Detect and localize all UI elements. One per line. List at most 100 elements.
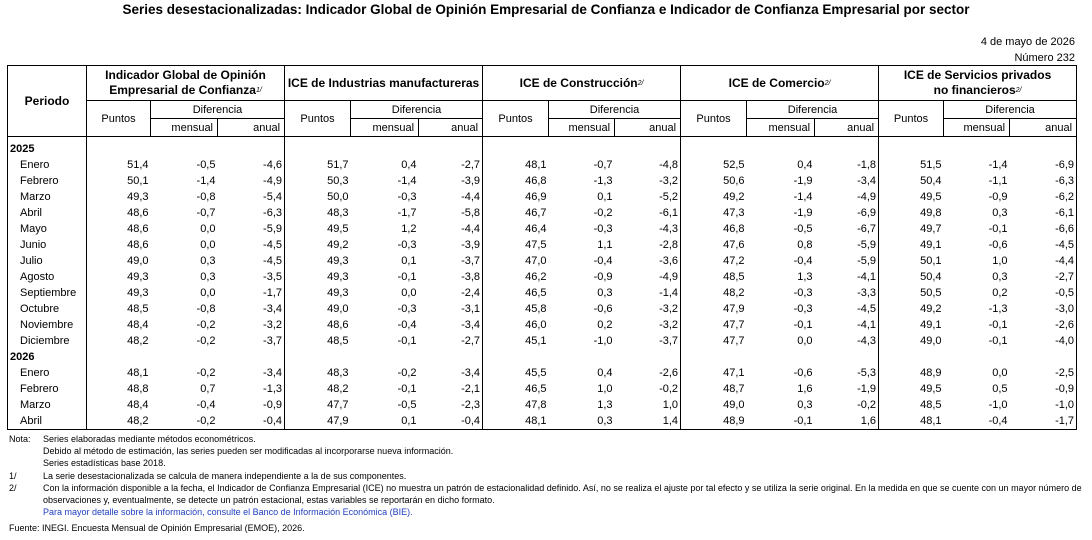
table-cell: -0,7 <box>196 207 216 219</box>
table-cell: 1,3 <box>597 399 613 411</box>
month-label: Diciembre <box>20 335 70 347</box>
table-cell: -0,5 <box>196 159 216 171</box>
footnote: Debido al método de estimación, las seri… <box>9 445 1084 457</box>
table-row: Enero 48,1 -0,2 -3,4 48,3 -0,2 -3,4 45,5 0,4 -2,6… <box>8 365 1077 381</box>
table-cell: -0,6 <box>593 303 613 315</box>
table-cell: 0,3 <box>597 415 613 427</box>
table-cell: 50,4 <box>878 269 944 285</box>
table-cell: -0,5 <box>397 399 417 411</box>
table-cell: -5,9 <box>263 223 283 235</box>
month-label: Mayo <box>20 223 47 235</box>
mensual-header: mensual <box>943 118 1011 137</box>
month-label: Septiembre <box>20 287 77 299</box>
table-cell: -1,0 <box>1055 399 1075 411</box>
table-cell: 0,3 <box>200 271 216 283</box>
mensual-header: mensual <box>350 118 420 137</box>
footnote-text: Debido al método de estimación, las seri… <box>43 446 454 457</box>
month-label: Octubre <box>20 303 60 315</box>
table-row: Enero 51,4 -0,5 -4,6 51,7 0,4 -2,7 48,1 -0,7 -4,8… <box>8 157 1077 173</box>
table-cell: -1,4 <box>397 175 417 187</box>
table-cell: -0,3 <box>793 287 813 299</box>
table-cell: 49,1 <box>878 237 944 253</box>
table-cell: 0,1 <box>401 255 417 267</box>
table-cell: -4,0 <box>1055 335 1075 347</box>
footnote: Nota: Series elaboradas mediante métodos … <box>9 433 1084 445</box>
table-cell: -4,4 <box>1055 255 1075 267</box>
table-cell: -0,1 <box>397 335 417 347</box>
month-label: Agosto <box>20 271 55 283</box>
table-cell: 51,4 <box>86 157 151 173</box>
table-cell: -4,8 <box>659 159 679 171</box>
table-cell: 49,3 <box>86 189 151 205</box>
table-cell: 48,5 <box>680 269 747 285</box>
table-cell: -0,1 <box>397 383 417 395</box>
table-cell: -5,9 <box>857 239 877 251</box>
group-header-igoec: Indicador Global de Opinión Empresarial d… <box>85 65 286 101</box>
table-cell: 0,8 <box>797 239 813 251</box>
table-cell: 45,5 <box>482 365 549 381</box>
table-cell: -0,1 <box>793 415 813 427</box>
publication-date: 4 de mayo de 2026 <box>980 36 1075 48</box>
table-cell: -4,3 <box>659 223 679 235</box>
table-cell: 1,0 <box>662 399 679 411</box>
table-cell: -0,3 <box>397 191 417 203</box>
table-cell: -0,2 <box>659 383 679 395</box>
table-cell: 50,5 <box>878 285 944 301</box>
table-cell: -3,2 <box>659 303 679 315</box>
table-row: Octubre 48,5 -0,8 -3,4 49,0 -0,3 -3,1 45,8 -0,6 -… <box>8 301 1077 317</box>
table-cell: 46,0 <box>482 317 549 333</box>
table-cell: 48,7 <box>680 381 747 397</box>
table-cell: -6,1 <box>1055 207 1075 219</box>
table-cell: -0,9 <box>1055 383 1075 395</box>
table-row: Julio 49,0 0,3 -4,5 49,3 0,1 -3,7 47,0 -0,4 -3,6 4… <box>8 253 1077 269</box>
table-cell: -3,9 <box>461 175 481 187</box>
table-cell: 1,6 <box>860 415 877 427</box>
table-cell: -6,6 <box>1055 223 1075 235</box>
table-cell: -3,4 <box>263 303 283 315</box>
footnote-key <box>9 457 43 469</box>
table-cell: 50,3 <box>284 173 351 189</box>
table-cell: -0,2 <box>397 367 417 379</box>
footnote-key: 2/ <box>9 482 17 493</box>
table-cell: 0,3 <box>797 399 813 411</box>
table-cell: 0,3 <box>200 255 216 267</box>
table-cell: -2,5 <box>1055 367 1075 379</box>
anual-header: anual <box>614 118 682 137</box>
table-cell: 48,9 <box>680 413 747 430</box>
table-cell: 0,0 <box>797 335 813 347</box>
table-cell: -5,2 <box>659 191 679 203</box>
table-cell: 48,6 <box>86 237 151 253</box>
puntos-header: Puntos <box>680 100 748 137</box>
table-cell: -0,4 <box>793 255 813 267</box>
table-row: Abril 48,2 -0,2 -0,4 47,9 0,1 -0,4 48,1 0,3 1,4 48… <box>8 413 1077 430</box>
anual-header: anual <box>814 118 880 137</box>
puntos-header: Puntos <box>878 100 945 137</box>
table-cell: -0,7 <box>593 159 613 171</box>
month-label: Febrero <box>20 175 59 187</box>
table-cell: -0,2 <box>196 319 216 331</box>
table-cell: 0,4 <box>597 367 613 379</box>
month-label: Abril <box>20 207 43 219</box>
table-cell: 49,2 <box>878 301 944 317</box>
table-cell: -3,4 <box>461 367 481 379</box>
table-cell: 47,5 <box>482 237 549 253</box>
table-cell: 46,9 <box>482 189 549 205</box>
bie-link[interactable]: Para mayor detalle sobre la información,… <box>43 507 413 518</box>
table-cell: 46,4 <box>482 221 549 237</box>
table-cell: 45,1 <box>482 333 549 349</box>
table-cell: -4,9 <box>857 191 877 203</box>
table-cell: -0,3 <box>397 303 417 315</box>
table-cell: 46,8 <box>482 173 549 189</box>
table-cell: -0,1 <box>988 223 1008 235</box>
table-cell: -5,9 <box>857 255 877 267</box>
table-cell: 48,5 <box>284 333 351 349</box>
table-cell: -0,4 <box>263 415 283 427</box>
table-cell: -6,3 <box>1055 175 1075 187</box>
table-cell: -1,4 <box>196 175 216 187</box>
diferencia-header: Diferencia <box>149 100 286 119</box>
table-row: Febrero 48,8 0,7 -1,3 48,2 -0,1 -2,1 46,5 1,0 -0,… <box>8 381 1077 397</box>
table-cell: -0,9 <box>263 399 283 411</box>
table-cell: -0,2 <box>196 415 216 427</box>
anual-header: anual <box>1009 118 1078 137</box>
table-cell: 48,2 <box>86 333 151 349</box>
